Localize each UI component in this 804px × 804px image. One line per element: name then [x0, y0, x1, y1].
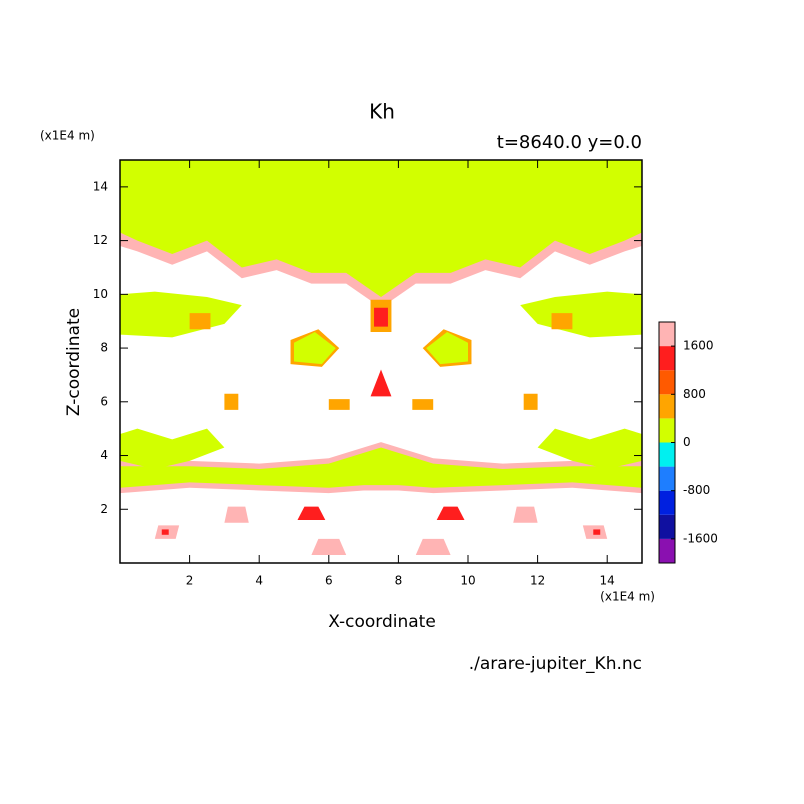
x-tick-label: 14: [600, 574, 615, 588]
colorbar-band: [659, 442, 675, 467]
contour-region: [328, 399, 350, 410]
colorbar-band: [659, 418, 675, 443]
contour-region: [120, 447, 642, 488]
contour-region: [370, 369, 392, 397]
plot-frame: [119, 159, 643, 564]
colorbar-band: [659, 370, 675, 395]
x-tick-label: 10: [460, 574, 475, 588]
contour-region: [294, 331, 336, 365]
colorbar-tick-label: 800: [683, 387, 706, 401]
colorbar-tick-label: 1600: [683, 339, 714, 353]
x-tick-label: 12: [530, 574, 545, 588]
colorbar-band: [659, 322, 675, 347]
contour-region: [224, 393, 239, 410]
contour-region: [593, 529, 601, 535]
contour-region: [311, 538, 347, 555]
contour-region: [120, 428, 225, 469]
x-tick-label: 6: [325, 574, 333, 588]
contour-region: [412, 399, 434, 410]
contour-region: [415, 538, 451, 555]
colorbar-tick-label: -800: [683, 483, 710, 497]
contour-region: [551, 313, 573, 330]
colorbar-tick-label: -1600: [683, 531, 718, 545]
y-tick-label: 14: [93, 179, 108, 193]
colorbar-band: [659, 466, 675, 491]
contour-region: [297, 506, 326, 521]
y-axis-label: Z-coordinate: [64, 308, 84, 416]
y-tick-label: 10: [93, 287, 108, 301]
contour-region: [537, 428, 642, 469]
contour-region: [374, 307, 388, 327]
contour-region: [120, 291, 242, 338]
colorbar-band: [659, 346, 675, 371]
contour-region: [120, 160, 642, 298]
colorbar-band: [659, 514, 675, 539]
x-unit: (x1E4 m): [600, 590, 655, 604]
colorbar-band: [659, 394, 675, 419]
contour-region: [161, 529, 169, 535]
y-tick-label: 4: [100, 448, 108, 462]
y-tick-label: 2: [100, 502, 108, 516]
x-axis-label: X-coordinate: [328, 612, 436, 632]
contour-region: [189, 313, 211, 330]
colorbar-band: [659, 538, 675, 563]
x-tick-label: 2: [186, 574, 194, 588]
y-tick-label: 6: [100, 394, 108, 408]
x-tick-label: 8: [395, 574, 403, 588]
contour-region: [436, 506, 465, 521]
x-tick-label: 4: [255, 574, 263, 588]
y-unit: (x1E4 m): [40, 129, 95, 143]
contour-region: [224, 506, 249, 523]
contour-region: [523, 393, 538, 410]
plot-area: [120, 160, 642, 555]
colorbar-band: [659, 490, 675, 515]
y-tick-label: 12: [93, 233, 108, 247]
chart-subtitle: t=8640.0 y=0.0: [497, 132, 642, 153]
contour-region: [426, 331, 468, 365]
colorbar-tick-label: 0: [683, 435, 691, 449]
chart-title: Kh: [369, 100, 395, 124]
y-tick-label: 8: [100, 341, 108, 355]
contour-region: [520, 291, 642, 338]
contour-region: [513, 506, 538, 523]
source-file: ./arare-jupiter_Kh.nc: [469, 654, 642, 674]
